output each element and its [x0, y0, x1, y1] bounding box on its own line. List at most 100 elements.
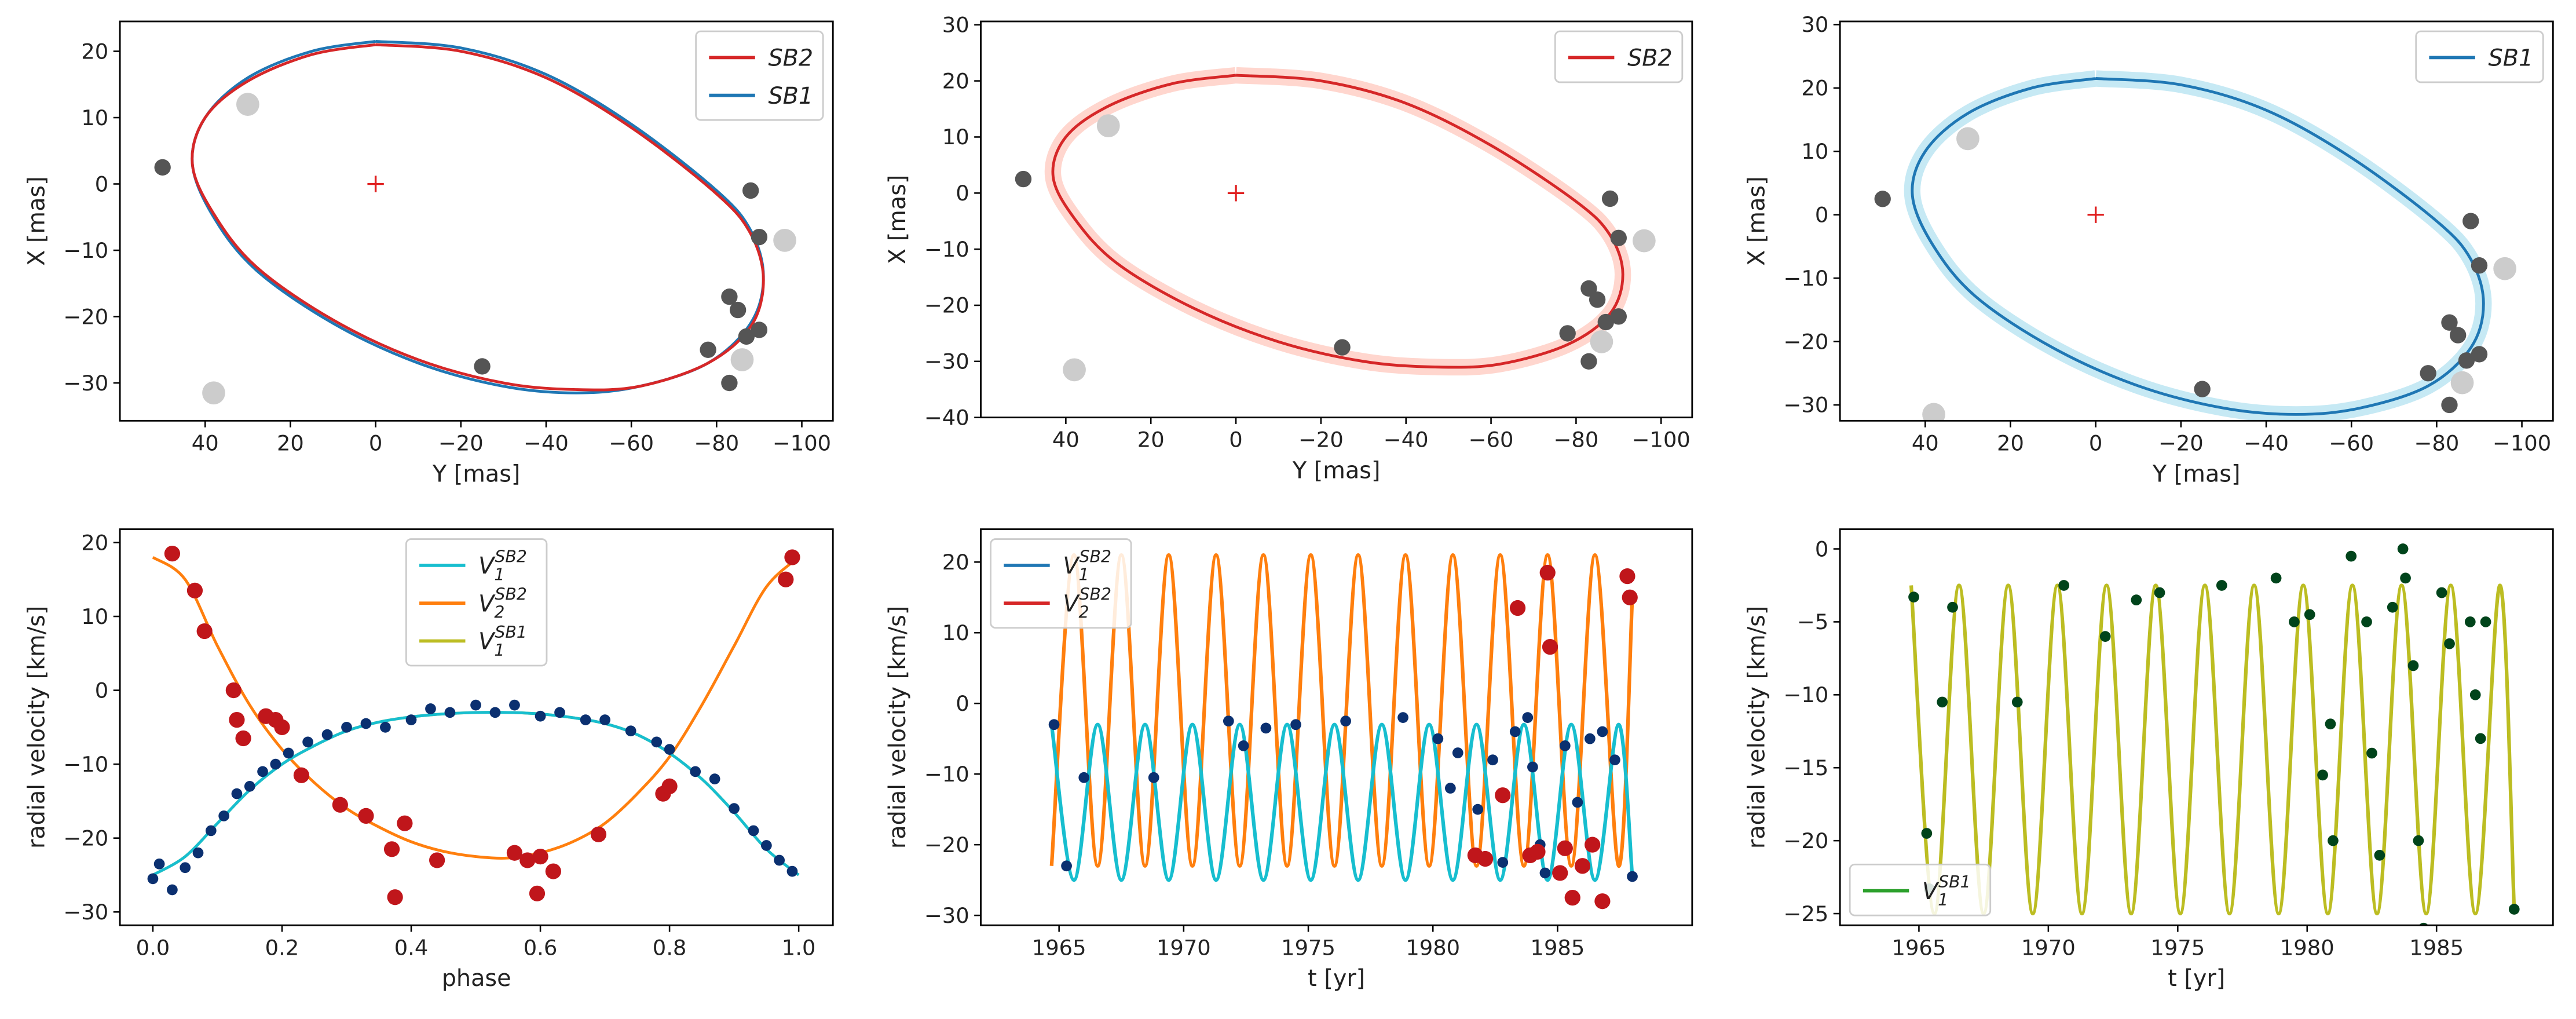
y-tick-label: 10 [81, 105, 108, 130]
legend-box [1849, 863, 1992, 916]
x-tick-label: 1970 [2021, 935, 2076, 960]
data-point [2387, 601, 2398, 613]
data-point [202, 381, 225, 405]
data-point [444, 707, 456, 718]
data-point [1487, 754, 1498, 766]
data-point [751, 228, 768, 246]
data-point [383, 841, 400, 857]
legend-name: V [1922, 878, 1940, 905]
y-tick-label: −20 [924, 293, 969, 318]
data-point [1096, 114, 1120, 137]
axes-frame [980, 528, 1693, 926]
data-point [229, 711, 245, 728]
x-tick-label: 1975 [1281, 935, 1335, 960]
data-point [506, 845, 523, 861]
data-point [519, 852, 536, 868]
data-point [545, 863, 561, 879]
x-tick-label: 0 [2089, 430, 2102, 455]
data-point [1509, 726, 1521, 737]
y-tick-label: −10 [1783, 266, 1828, 291]
data-point [1921, 828, 1933, 839]
data-point [2270, 572, 2282, 584]
x-axis-label: Y [mas] [1292, 458, 1381, 484]
data-point [1015, 170, 1032, 188]
axes-frame [119, 528, 834, 926]
y-axis-label: X [mas] [884, 175, 911, 265]
legend-label: V1SB2 [1063, 547, 1111, 584]
data-point [1063, 358, 1086, 382]
legend: SB1 [2415, 30, 2544, 83]
data-point [358, 808, 374, 824]
y-tick-label: 20 [81, 39, 108, 64]
y-tick-label: 0 [1815, 202, 1828, 227]
x-tick-label: −80 [694, 430, 739, 455]
y-tick-label: 20 [81, 530, 108, 555]
y-tick-label: 10 [1801, 139, 1828, 164]
data-point [1397, 712, 1408, 723]
y-axis-label: X [mas] [1744, 176, 1770, 265]
data-point [1609, 754, 1620, 766]
x-tick-label: 1975 [2150, 935, 2205, 960]
data-point [1874, 191, 1891, 207]
data-point [2436, 587, 2447, 598]
x-tick-label: −20 [438, 430, 484, 455]
data-point [690, 766, 701, 777]
data-point [164, 546, 181, 562]
data-point [1290, 719, 1301, 731]
y-tick-label: 0 [95, 171, 108, 196]
x-tick-label: −60 [1469, 428, 1514, 452]
y-tick-label: −20 [63, 826, 108, 850]
data-point [2450, 371, 2474, 395]
data-point [192, 847, 204, 859]
y-tick-label: −20 [1783, 828, 1828, 853]
data-point [2099, 631, 2111, 642]
legend-name: SB2 [1627, 45, 1673, 72]
data-point [1622, 589, 1638, 605]
legend-name: V [1063, 590, 1080, 617]
x-axis-label: phase [442, 965, 511, 992]
legend-sub: 1 [494, 641, 504, 660]
x-tick-label: −20 [2158, 430, 2204, 455]
panel: 40 20 0 −20 −40 −60 −80 −100 20 10 0 −10 −20 −30 Y [ma… [24, 20, 834, 487]
data-point [225, 682, 241, 699]
data-point [2011, 696, 2023, 708]
y-tick-label: −30 [63, 900, 108, 925]
data-point [2325, 718, 2336, 730]
y-tick-label: −10 [924, 237, 969, 262]
x-axis-label: t [yr] [2168, 965, 2225, 992]
data-point [1922, 403, 1945, 421]
data-point [196, 623, 213, 640]
plot-area [1015, 67, 1656, 382]
legend-label: SB1 [768, 83, 813, 109]
plot-area [1048, 553, 1638, 910]
data-point [761, 840, 772, 851]
data-point [1527, 761, 1538, 773]
x-axis-label: Y [mas] [432, 461, 521, 487]
x-tick-label: 0.6 [524, 935, 558, 960]
data-point [773, 229, 796, 252]
data-point [283, 747, 294, 759]
y-tick-label: −10 [63, 752, 108, 777]
legend-name: V [478, 553, 496, 579]
data-point [2131, 594, 2142, 606]
data-point [2458, 352, 2475, 369]
data-point [2420, 365, 2436, 382]
data-point [153, 858, 165, 870]
legend-name: V [478, 590, 496, 617]
data-point [729, 803, 740, 815]
data-point [1597, 313, 1614, 331]
data-point [730, 348, 754, 371]
data-point [661, 778, 678, 795]
data-point [1509, 600, 1526, 616]
data-point [2508, 904, 2520, 915]
x-tick-label: −60 [2329, 430, 2374, 455]
data-point [721, 288, 738, 305]
data-point [235, 730, 251, 747]
uncertainty-band [1044, 67, 1631, 376]
plot-area [1908, 543, 2520, 926]
data-point [231, 788, 243, 799]
data-point [2493, 257, 2516, 280]
data-point [2397, 543, 2409, 554]
x-tick-label: −20 [1298, 428, 1344, 452]
